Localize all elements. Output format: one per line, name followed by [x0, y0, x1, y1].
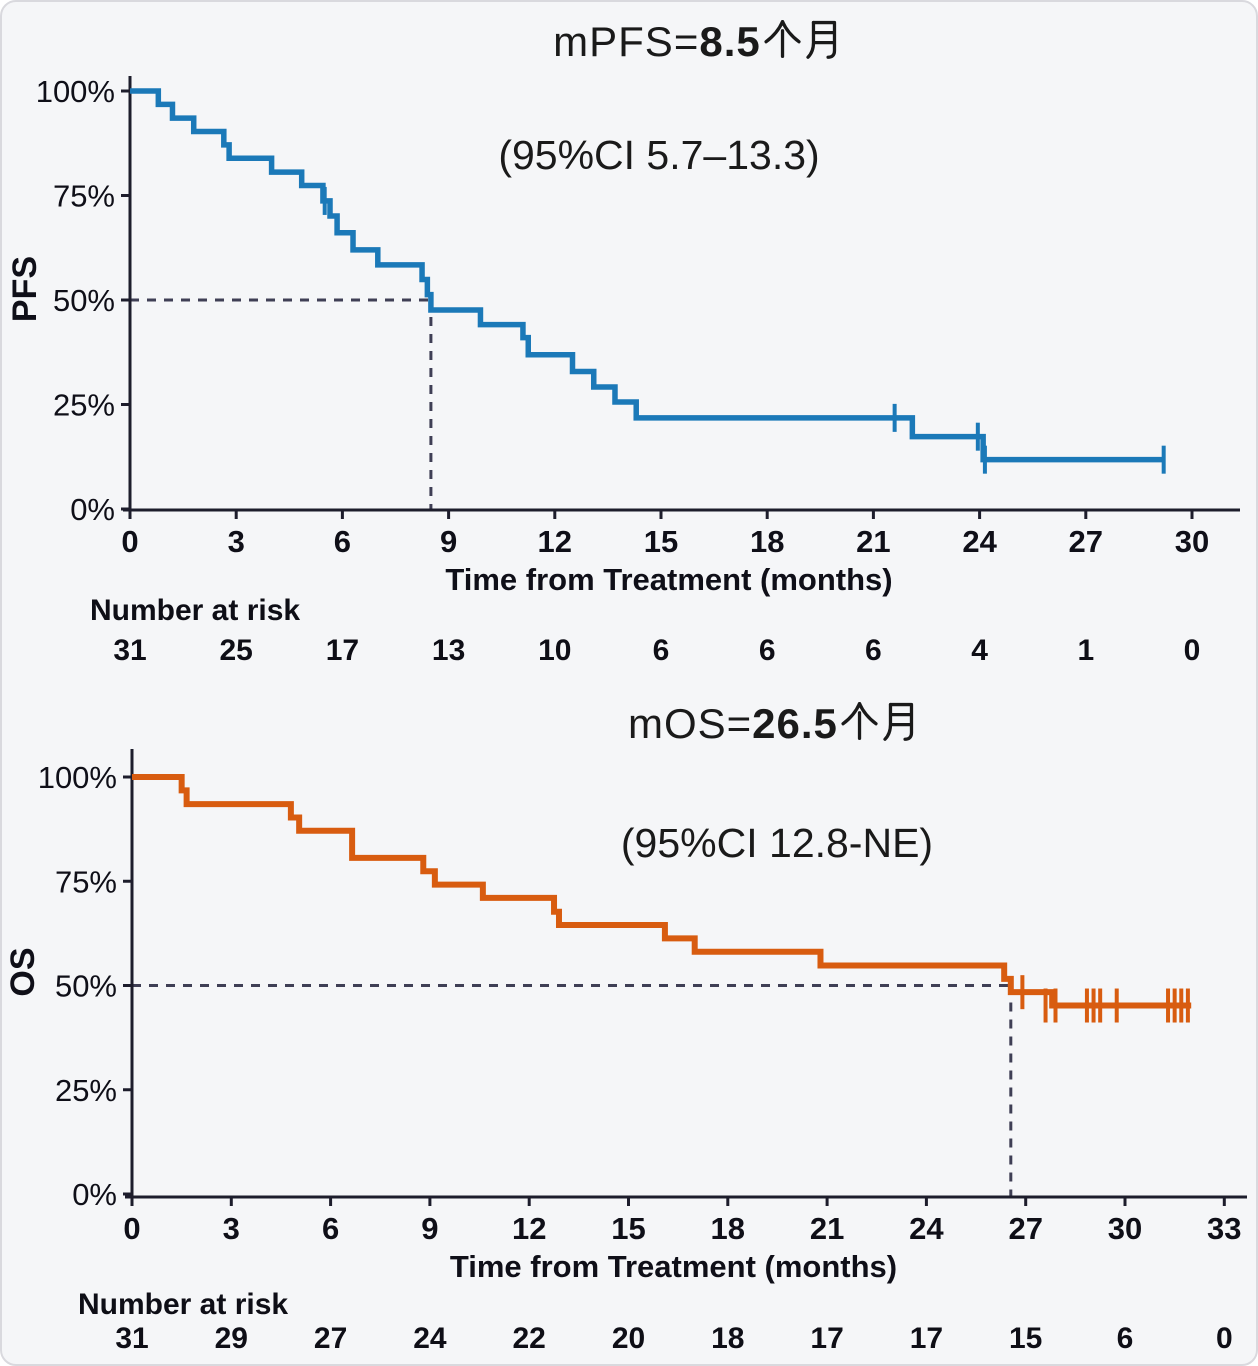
os-x-axis-title: Time from Treatment (months) [450, 1249, 897, 1284]
os-title: mOS=26.5 [374, 700, 1174, 748]
pfs-x-tick-label: 9 [440, 524, 457, 559]
os-risk-count: 27 [313, 1322, 348, 1355]
pfs-y-tick-label: 50% [53, 283, 115, 318]
cjk-char-glyph [764, 20, 801, 59]
pfs-title-unit-cjk [761, 18, 843, 65]
os-km-curve [132, 774, 1192, 1009]
os-risk-heading: Number at risk [78, 1288, 289, 1321]
pfs-risk-count: 6 [758, 634, 776, 667]
pfs-risk-count: 25 [219, 634, 253, 667]
pfs-x-tick-label: 27 [1069, 524, 1103, 559]
os-x-tick-label: 0 [123, 1211, 140, 1246]
pfs-x-tick-label: 3 [228, 524, 245, 559]
os-x-tick-label: 27 [1008, 1211, 1042, 1246]
pfs-y-axis-title: PFS [6, 256, 44, 322]
pfs-km-curve [130, 88, 1164, 463]
pfs-x-tick-label: 15 [644, 524, 678, 559]
pfs-risk-count: 17 [325, 634, 360, 667]
os-risk-count: 17 [909, 1322, 944, 1355]
os-x-tick-label: 33 [1207, 1211, 1241, 1246]
pfs-risk-count: 31 [113, 634, 147, 667]
pfs-risk-count: 4 [971, 634, 988, 667]
pfs-y-tick-label: 0% [70, 492, 115, 527]
cjk-char-glyph [806, 21, 836, 60]
os-y-axis-title: OS [4, 947, 42, 996]
os-risk-count: 18 [711, 1322, 745, 1355]
os-risk-count: 31 [115, 1322, 149, 1355]
os-risk-count: 20 [611, 1322, 646, 1355]
os-risk-count: 24 [413, 1322, 447, 1355]
pfs-risk-heading: Number at risk [90, 594, 301, 627]
pfs-risk-count: 0 [1183, 634, 1201, 667]
pfs-x-tick-label: 0 [121, 524, 138, 559]
pfs-x-tick-label: 12 [538, 524, 572, 559]
os-risk-count: 6 [1116, 1322, 1134, 1355]
os-x-tick-label: 3 [223, 1211, 240, 1246]
os-risk-count: 15 [1009, 1322, 1043, 1355]
os-y-tick-label: 100% [38, 760, 117, 795]
os-x-tick-label: 12 [512, 1211, 546, 1246]
pfs-x-tick-label: 30 [1175, 524, 1209, 559]
os-risk-count: 0 [1215, 1322, 1233, 1355]
os-x-tick-label: 30 [1108, 1211, 1142, 1246]
os-y-tick-label: 25% [55, 1073, 117, 1108]
os-y-tick-label: 50% [55, 969, 117, 1004]
os-y-tick-label: 75% [55, 864, 117, 899]
pfs-risk-count: 13 [431, 634, 466, 667]
pfs-ci-subtitle: (95%CI 5.7–13.3) [498, 132, 820, 178]
pfs-x-tick-label: 6 [334, 524, 351, 559]
os-title-prefix: mOS= [627, 700, 753, 747]
os-risk-count: 22 [512, 1322, 546, 1355]
pfs-title-prefix: mPFS= [553, 18, 700, 65]
os-title-unit-cjk [838, 700, 920, 747]
pfs-risk-count: 10 [538, 634, 572, 667]
os-x-tick-label: 9 [421, 1211, 438, 1246]
pfs-risk-count: 6 [652, 634, 670, 667]
os-x-tick-label: 15 [611, 1211, 645, 1246]
pfs-x-tick-label: 21 [856, 524, 890, 559]
os-risk-count: 17 [810, 1322, 844, 1355]
pfs-title: mPFS=8.5 [298, 18, 1098, 66]
pfs-x-tick-label: 18 [750, 524, 784, 559]
os-x-tick-label: 21 [810, 1211, 844, 1246]
pfs-y-tick-label: 100% [36, 74, 115, 109]
pfs-x-axis-title: Time from Treatment (months) [445, 562, 892, 597]
pfs-risk-count: 1 [1077, 634, 1095, 667]
os-median-value: 26.5 [752, 700, 838, 747]
pfs-median-value: 8.5 [699, 18, 761, 65]
os-risk-count: 29 [214, 1322, 248, 1355]
pfs-x-tick-label: 24 [962, 524, 997, 559]
pfs-y-tick-label: 25% [53, 388, 115, 423]
os-x-tick-label: 18 [711, 1211, 745, 1246]
cjk-char-glyph [841, 702, 878, 741]
pfs-y-tick-label: 75% [53, 179, 115, 214]
pfs-risk-count: 6 [865, 634, 882, 667]
os-ci-subtitle: (95%CI 12.8-NE) [620, 820, 934, 866]
os-y-tick-label: 0% [72, 1177, 117, 1212]
cjk-char-glyph [883, 703, 914, 742]
os-x-tick-label: 6 [322, 1211, 339, 1246]
os-x-tick-label: 24 [909, 1211, 944, 1246]
